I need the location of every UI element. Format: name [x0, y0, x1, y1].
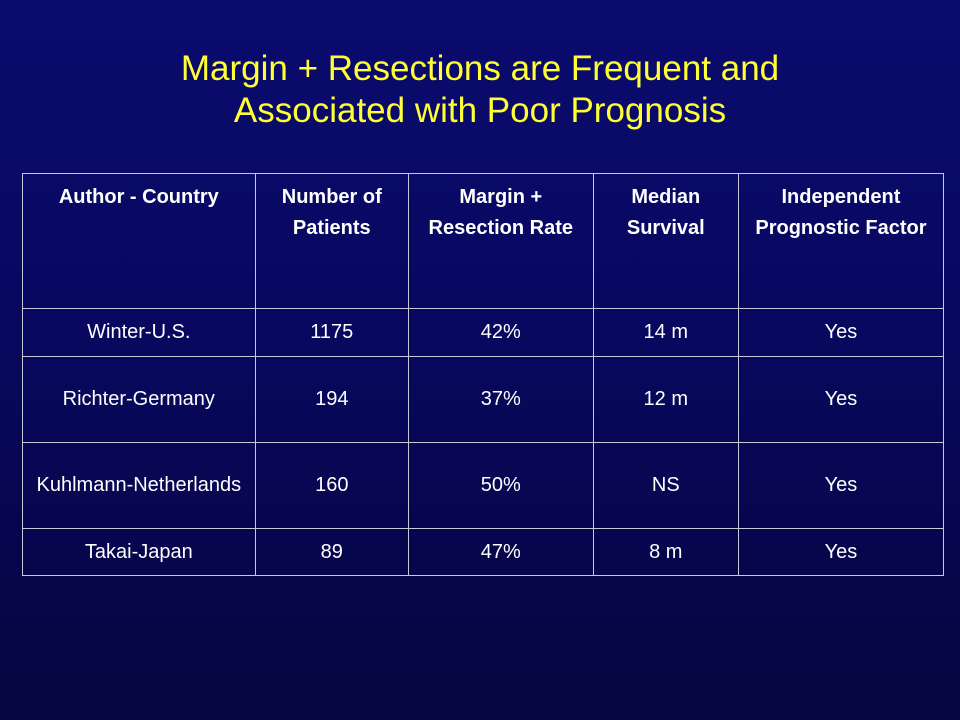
table-row: Takai-Japan 89 47% 8 m Yes: [22, 528, 945, 576]
table-row: Richter-Germany 194 37% 12 m Yes: [22, 356, 945, 443]
cell-number-of-patients: 1175: [254, 308, 409, 357]
cell-author-country: Kuhlmann-Netherlands: [22, 442, 256, 529]
cell-number-of-patients: 194: [254, 356, 409, 443]
cell-margin-resection-rate: 47%: [407, 528, 594, 576]
cell-independent-prognostic-factor: Yes: [737, 528, 945, 576]
cell-independent-prognostic-factor: Yes: [737, 442, 945, 529]
cell-author-country: Richter-Germany: [22, 356, 256, 443]
results-table: Author - Country Number of Patients Marg…: [22, 173, 945, 576]
cell-margin-resection-rate: 42%: [407, 308, 594, 357]
cell-median-survival: 14 m: [592, 308, 739, 357]
table-header-row: Author - Country Number of Patients Marg…: [22, 173, 945, 309]
slide-title-line-1: Margin + Resections are Frequent and: [180, 49, 780, 88]
header-independent-prognostic-factor: Independent Prognostic Factor: [737, 173, 945, 309]
cell-independent-prognostic-factor: Yes: [737, 356, 945, 443]
slide-title-line-2: Associated with Poor Prognosis: [233, 91, 727, 130]
cell-margin-resection-rate: 37%: [407, 356, 594, 443]
cell-number-of-patients: 160: [254, 442, 409, 529]
slide-title: Margin + Resections are Frequent and Ass…: [0, 48, 960, 132]
header-median-survival: Median Survival: [592, 173, 739, 309]
cell-margin-resection-rate: 50%: [407, 442, 594, 529]
cell-author-country: Takai-Japan: [22, 528, 256, 576]
cell-author-country: Winter-U.S.: [22, 308, 256, 357]
table-row: Kuhlmann-Netherlands 160 50% NS Yes: [22, 442, 945, 529]
cell-independent-prognostic-factor: Yes: [737, 308, 945, 357]
cell-median-survival: NS: [592, 442, 739, 529]
header-number-of-patients: Number of Patients: [254, 173, 409, 309]
header-author-country: Author - Country: [22, 173, 256, 309]
cell-median-survival: 12 m: [592, 356, 739, 443]
cell-median-survival: 8 m: [592, 528, 739, 576]
cell-number-of-patients: 89: [254, 528, 409, 576]
table-row: Winter-U.S. 1175 42% 14 m Yes: [22, 308, 945, 357]
header-margin-resection-rate: Margin + Resection Rate: [407, 173, 594, 309]
